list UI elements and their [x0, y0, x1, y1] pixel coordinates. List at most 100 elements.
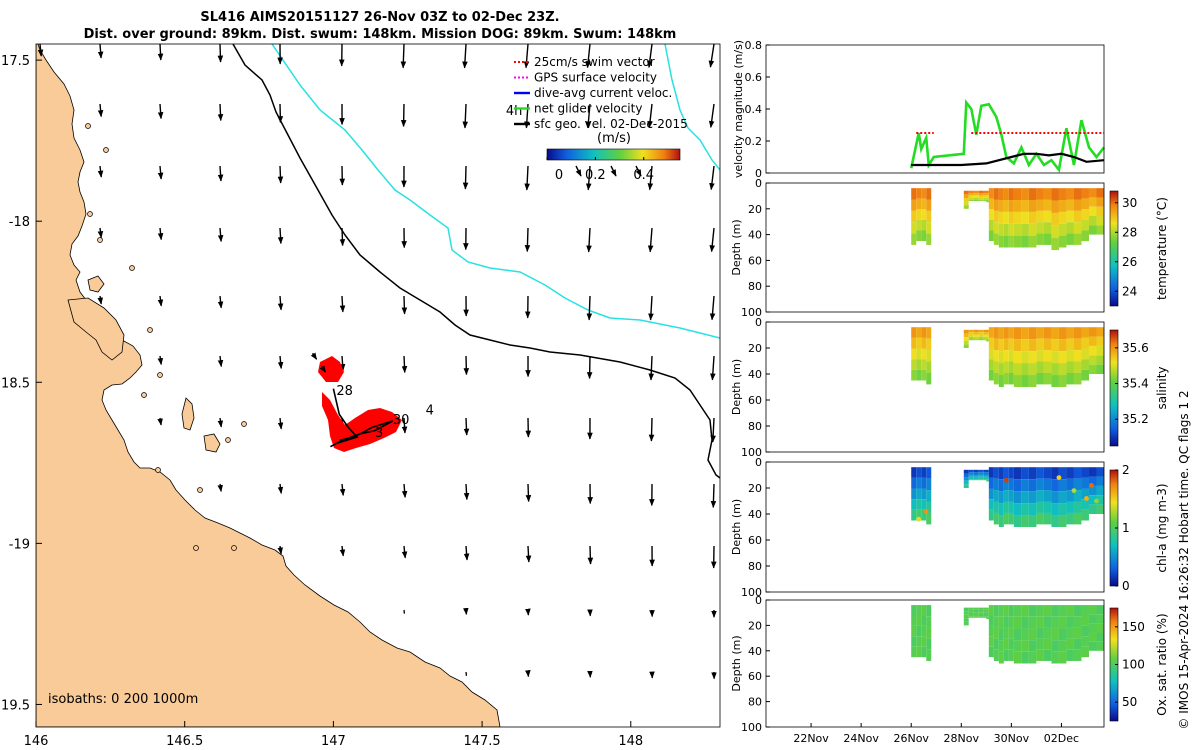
section-cell [988, 499, 994, 510]
velocity-arrow [710, 417, 716, 443]
section-cell [973, 607, 979, 610]
data-gap [933, 463, 963, 591]
x-tick-label: 02Dec [1044, 732, 1079, 745]
section-cell [1051, 225, 1059, 238]
section-cell [1003, 211, 1009, 224]
section-cell [1073, 372, 1082, 385]
section-cell [911, 605, 917, 616]
velocity-arrow [339, 545, 346, 557]
colorbar-tick-label: 2 [1122, 463, 1130, 477]
y-tick-label: 100 [741, 306, 762, 319]
section-cell [1003, 223, 1009, 236]
section-cell [973, 614, 979, 617]
section-cell [1043, 478, 1052, 491]
section-cell [998, 339, 1004, 352]
section-cell [1096, 495, 1104, 505]
section-cell [1096, 504, 1104, 514]
section-cell [1043, 638, 1052, 650]
section-cell [1028, 351, 1037, 364]
section-cell [1028, 363, 1037, 376]
section-cell [1096, 641, 1104, 651]
section-cell [921, 209, 927, 220]
section-cell [1003, 512, 1009, 525]
section-cell [1073, 627, 1082, 639]
section-cell [1021, 351, 1029, 364]
velocity-arrow [277, 417, 284, 430]
velocity-arrow [97, 44, 104, 59]
section-cell [1066, 627, 1074, 639]
section-cell [968, 197, 974, 201]
colorbar-tick-label: 0 [1122, 579, 1130, 593]
section-cell [1028, 467, 1037, 480]
section-cell [1066, 605, 1074, 617]
velocity-arrow [708, 103, 715, 128]
data-gap [968, 201, 987, 261]
section-cell [1043, 188, 1052, 200]
map-annotation: 4h [506, 104, 523, 119]
section-cell [1088, 614, 1097, 624]
velocity-arrow [647, 44, 653, 69]
section-cell [1043, 199, 1052, 211]
section-cell [1036, 490, 1044, 502]
section-cell [983, 614, 989, 617]
section-cell [1028, 515, 1037, 527]
section-cell [1013, 200, 1022, 212]
section-cell [1013, 491, 1022, 504]
section-cell [1051, 351, 1059, 364]
section-cell [983, 334, 989, 337]
section-cell [921, 625, 927, 637]
section-cell [1096, 327, 1104, 337]
section-cell [993, 638, 999, 650]
map-annotation: 30 [393, 413, 410, 428]
section-cell [1073, 350, 1082, 362]
section-cell [1003, 605, 1009, 617]
section-cell [1008, 467, 1014, 479]
section-cell [1003, 478, 1009, 491]
section-cell [1021, 235, 1029, 248]
velocity-arrow [157, 103, 164, 120]
section-cell [1043, 361, 1052, 373]
section-cell [1008, 200, 1014, 212]
section-cell [963, 205, 969, 209]
section-cell [1043, 327, 1052, 339]
section-cell [993, 605, 999, 617]
section-cell [1008, 501, 1014, 513]
velocity-arrow [709, 295, 716, 321]
section-cell [921, 605, 927, 616]
section-cell [1073, 199, 1082, 211]
y-tick-label: 0 [755, 177, 762, 190]
islet [103, 147, 109, 153]
section-cell [1088, 364, 1097, 374]
isobaths-label: isobaths: 0 200 1000m [48, 692, 198, 707]
section-cell [926, 605, 932, 617]
section-cell [978, 195, 984, 198]
section-cell [993, 467, 999, 479]
map-x-tick-label: 148 [618, 734, 643, 749]
section-cell [993, 338, 999, 351]
velocity-arrow [157, 227, 164, 241]
section-cell [1058, 235, 1067, 248]
section-cell [963, 469, 969, 474]
section-cell [1003, 490, 1009, 502]
section-cell [916, 230, 922, 242]
islet [147, 327, 153, 333]
section-cell [1036, 327, 1044, 339]
section-cell [1021, 223, 1029, 236]
section-cell [1051, 237, 1059, 251]
colorbar-tick-label: 50 [1122, 695, 1137, 709]
velocity-arrow [37, 44, 44, 57]
velocity-arrow [217, 103, 224, 122]
section-cell [998, 188, 1004, 201]
section-cell [988, 605, 994, 616]
data-gap [968, 617, 987, 677]
section-cell [1051, 327, 1059, 340]
section-cell [1028, 503, 1037, 516]
y-tick-label: 60 [748, 534, 762, 547]
velocity-arrow [277, 545, 284, 555]
section-cell [1043, 233, 1052, 245]
y-tick-label: 100 [741, 721, 762, 734]
section-cell [1096, 225, 1104, 235]
section-cell [1028, 605, 1037, 617]
y-axis-label: Depth (m) [730, 499, 743, 555]
section-cell [1008, 223, 1014, 236]
